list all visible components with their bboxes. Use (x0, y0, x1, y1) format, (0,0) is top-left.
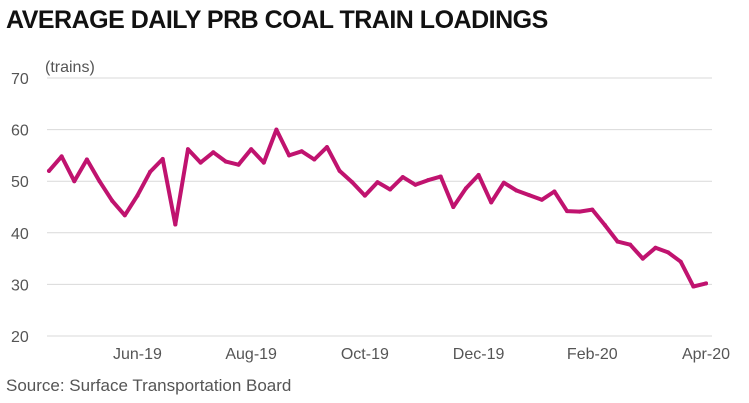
data-point (236, 162, 241, 167)
data-point (400, 175, 405, 180)
data-point (324, 145, 329, 150)
data-point (148, 169, 153, 174)
data-point (388, 187, 393, 192)
data-point (476, 173, 481, 178)
y-tick-label: 60 (11, 123, 29, 140)
data-point (110, 198, 115, 203)
data-point (691, 284, 696, 289)
x-tick-label: Apr-20 (682, 346, 730, 363)
data-point (274, 127, 279, 132)
data-point (72, 179, 77, 184)
source-note: Source: Surface Transportation Board (6, 376, 292, 395)
data-point (615, 239, 620, 244)
y-tick-label: 70 (11, 71, 29, 88)
data-point (97, 179, 102, 184)
data-point (350, 180, 355, 185)
data-point (501, 180, 506, 185)
data-point (678, 259, 683, 264)
data-point (527, 193, 532, 198)
data-point (362, 193, 367, 198)
data-point (375, 180, 380, 185)
x-axis: Jun-19 Aug-19 Oct-19 Dec-19 Feb-20 Apr-20 (113, 346, 730, 363)
x-tick-label: Aug-19 (225, 346, 277, 363)
y-tick-label: 50 (11, 174, 29, 191)
data-point (666, 250, 671, 255)
data-point (337, 168, 342, 173)
data-point (413, 182, 418, 187)
data-point (249, 147, 254, 152)
data-point (653, 245, 658, 250)
x-tick-label: Oct-19 (341, 346, 389, 363)
data-point (173, 222, 178, 227)
data-point (602, 223, 607, 228)
data-point (640, 256, 645, 261)
data-point (577, 209, 582, 214)
data-point (287, 153, 292, 158)
data-point (211, 150, 216, 155)
data-point (514, 188, 519, 193)
x-tick-label: Jun-19 (113, 346, 162, 363)
data-point (539, 197, 544, 202)
y-axis-unit-label: (trains) (45, 59, 95, 76)
data-point (628, 242, 633, 247)
chart-title: AVERAGE DAILY PRB COAL TRAIN LOADINGS (6, 6, 548, 34)
data-point (198, 160, 203, 165)
data-point (84, 157, 89, 162)
data-point (590, 207, 595, 212)
data-point (185, 147, 190, 152)
data-point (160, 157, 165, 162)
data-point (426, 178, 431, 183)
x-tick-label: Feb-20 (567, 346, 618, 363)
data-point (299, 149, 304, 154)
data-point (489, 200, 494, 205)
data-point (552, 189, 557, 194)
data-point (47, 168, 51, 173)
data-point (565, 209, 570, 214)
data-point (312, 157, 317, 162)
series-group (47, 127, 708, 289)
data-point (135, 193, 140, 198)
data-point (122, 213, 127, 218)
data-point (463, 186, 468, 191)
data-point (451, 205, 456, 209)
data-point (59, 154, 64, 159)
data-point (438, 174, 443, 179)
y-tick-label: 20 (11, 329, 29, 346)
y-tick-label: 40 (11, 226, 29, 243)
data-point (704, 281, 708, 286)
data-point (223, 159, 228, 164)
data-point (261, 160, 266, 165)
y-tick-label: 30 (11, 277, 29, 294)
x-tick-label: Dec-19 (453, 346, 505, 363)
series-line (47, 127, 708, 289)
y-axis: 20 30 40 50 60 70 (11, 71, 29, 346)
gridlines (47, 77, 712, 337)
